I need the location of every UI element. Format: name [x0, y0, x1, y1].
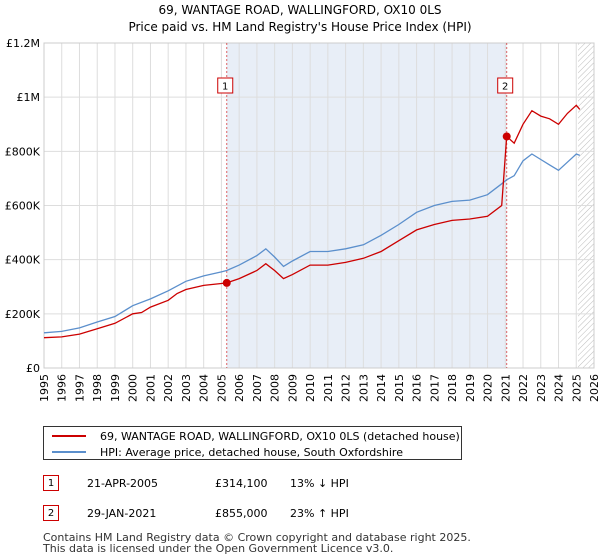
transaction-hpi-diff: 13% ↓ HPI: [290, 476, 349, 490]
x-tick-label: 1996: [56, 374, 69, 402]
x-tick-label: 2010: [304, 374, 317, 402]
transaction-marker-badge: 2: [43, 505, 59, 521]
price-series-line: [43, 104, 581, 339]
x-tick-label: 2021: [499, 374, 512, 402]
hpi-series-line: [43, 153, 581, 334]
y-tick-label: £600K: [5, 200, 41, 213]
sale-point: [502, 132, 511, 141]
transaction-date: 29-JAN-2021: [87, 506, 157, 520]
x-tick-label: 2017: [428, 374, 441, 402]
sale-point: [222, 278, 231, 287]
y-tick-label: £1.2M: [6, 37, 40, 50]
x-tick-label: 2014: [375, 374, 388, 402]
x-tick-label: 2004: [198, 374, 211, 402]
x-tick-label: 2019: [464, 374, 477, 402]
marker-label: 2: [502, 82, 508, 93]
x-tick-label: 2022: [517, 374, 530, 402]
x-tick-label: 2009: [286, 374, 299, 402]
x-tick-label: 1999: [109, 374, 122, 402]
transaction-price: £855,000: [215, 506, 268, 520]
y-tick-label: £0: [26, 362, 40, 375]
marker-label: 1: [222, 82, 228, 93]
legend: 69, WANTAGE ROAD, WALLINGFORD, OX10 0LS …: [43, 426, 462, 460]
plot-frame: [43, 42, 595, 369]
x-tick-label: 1998: [91, 374, 104, 402]
y-tick-label: £800K: [5, 145, 41, 158]
x-tick-label: 2015: [393, 374, 406, 402]
chart-title: 69, WANTAGE ROAD, WALLINGFORD, OX10 0LS: [158, 3, 442, 17]
legend-hpi-label: HPI: Average price, detached house, Sout…: [100, 445, 403, 459]
x-tick-label: 2026: [588, 374, 600, 402]
x-tick-label: 2024: [553, 374, 566, 402]
x-tick-label: 2003: [180, 374, 193, 402]
price-chart: £0 £200K £400K £600K £800K £1M £1.2M 1995 1996 19…: [5, 37, 600, 402]
transaction-hpi-diff: 23% ↑ HPI: [290, 506, 349, 520]
x-tick-label: 2020: [482, 374, 495, 402]
x-tick-label: 2013: [357, 374, 370, 402]
x-tick-label: 2012: [340, 374, 353, 402]
transaction-marker-badge: 1: [43, 475, 59, 491]
x-tick-label: 2006: [233, 374, 246, 402]
x-tick-label: 2011: [322, 374, 335, 402]
marker-label-box: [497, 77, 514, 94]
x-tick-label: 2018: [446, 374, 459, 402]
transaction-row: 2 29-JAN-2021 £855,000 23% ↑ HPI: [43, 504, 349, 522]
x-tick-label: 2002: [162, 374, 175, 402]
x-tick-label: 2008: [269, 374, 282, 402]
legend-item-price: 69, WANTAGE ROAD, WALLINGFORD, OX10 0LS …: [52, 428, 460, 444]
x-tick-label: 2001: [144, 374, 157, 402]
x-tick-label: 2000: [127, 374, 140, 402]
chart-subtitle: Price paid vs. HM Land Registry's House …: [128, 20, 472, 34]
price-line-swatch: [52, 435, 86, 437]
y-tick-label: £200K: [5, 308, 41, 321]
transaction-price: £314,100: [215, 476, 268, 490]
transaction-date: 21-APR-2005: [87, 476, 159, 490]
legend-price-label: 69, WANTAGE ROAD, WALLINGFORD, OX10 0LS …: [100, 429, 460, 443]
transaction-row: 1 21-APR-2005 £314,100 13% ↓ HPI: [43, 474, 349, 492]
x-tick-label: 1997: [73, 374, 86, 402]
marker-label-box: [217, 77, 234, 94]
x-tick-label: 2025: [570, 374, 583, 402]
footer-copyright: Contains HM Land Registry data © Crown c…: [43, 531, 471, 544]
y-tick-label: £1M: [17, 91, 41, 104]
hpi-line-swatch: [52, 451, 86, 453]
x-tick-label: 2005: [215, 374, 228, 402]
footer: Contains HM Land Registry data © Crown c…: [43, 532, 471, 554]
y-tick-label: £400K: [5, 254, 41, 267]
x-tick-label: 1995: [38, 374, 51, 402]
x-tick-label: 2016: [411, 374, 424, 402]
x-tick-label: 2023: [535, 374, 548, 402]
footer-licence: This data is licensed under the Open Gov…: [43, 542, 394, 555]
x-tick-label: 2007: [251, 374, 264, 402]
legend-item-hpi: HPI: Average price, detached house, Sout…: [52, 444, 403, 460]
